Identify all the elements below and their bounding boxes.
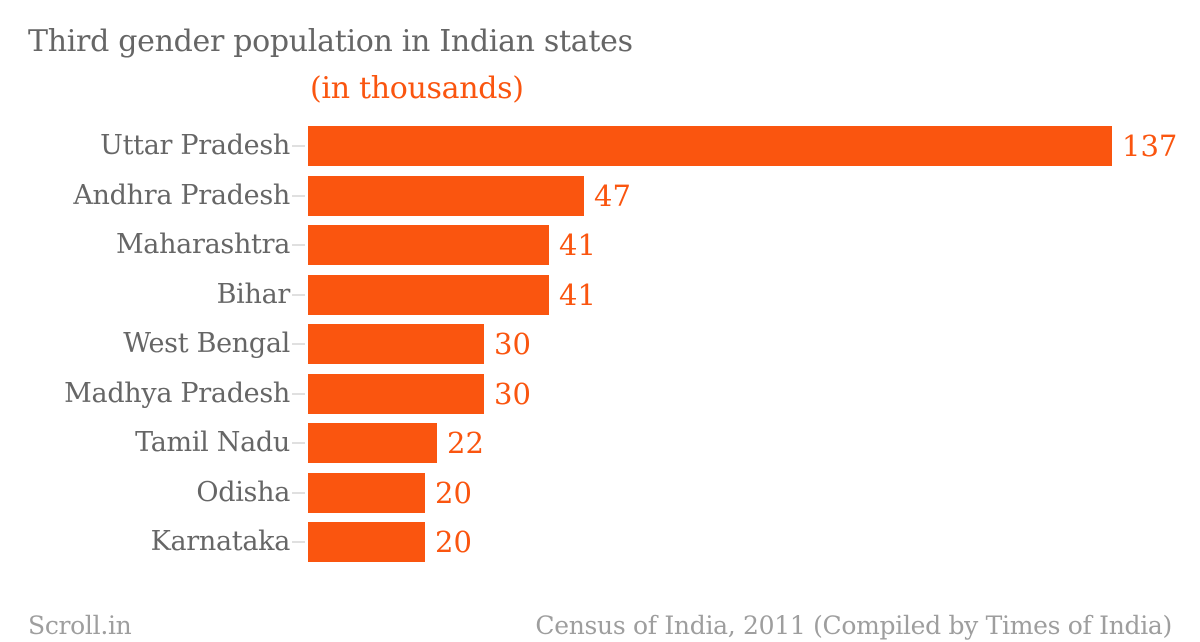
category-label: Tamil Nadu bbox=[135, 427, 290, 458]
axis-tick bbox=[292, 244, 305, 246]
value-label: 30 bbox=[494, 376, 531, 411]
value-label: 30 bbox=[494, 327, 531, 361]
axis-tick bbox=[292, 293, 305, 296]
bar-chart-plot-area: Uttar Pradesh 137 Andhra Pradesh 47 Maharash… bbox=[0, 126, 1200, 572]
axis-tick bbox=[292, 343, 305, 345]
bar-row: Tamil Nadu 22 bbox=[0, 423, 1200, 463]
value-label: 137 bbox=[1122, 129, 1178, 163]
value-label: 20 bbox=[435, 475, 472, 510]
bar-row: Andhra Pradesh 47 bbox=[0, 175, 1200, 216]
axis-tick bbox=[292, 392, 305, 395]
category-label: Andhra Pradesh bbox=[73, 179, 290, 211]
source-brand: Scroll.in bbox=[28, 611, 132, 640]
bar-row: West Bengal 30 bbox=[0, 324, 1200, 364]
bar bbox=[308, 522, 425, 562]
category-label: Uttar Pradesh bbox=[100, 130, 290, 161]
bar bbox=[308, 472, 425, 513]
value-label: 41 bbox=[559, 277, 596, 312]
category-label: Maharashtra bbox=[115, 229, 290, 260]
axis-tick bbox=[292, 491, 305, 494]
bar bbox=[308, 274, 549, 315]
chart-title: Third gender population in Indian states bbox=[28, 24, 633, 59]
bar-row: Maharashtra 41 bbox=[0, 225, 1200, 265]
value-label: 22 bbox=[447, 426, 484, 460]
bar-row: Madhya Pradesh 30 bbox=[0, 373, 1200, 414]
bar bbox=[308, 373, 484, 414]
category-label: Bihar bbox=[216, 278, 291, 310]
bar-row: Odisha 20 bbox=[0, 472, 1200, 513]
value-label: 20 bbox=[435, 525, 472, 559]
bar bbox=[308, 225, 549, 265]
axis-tick bbox=[292, 194, 305, 197]
bar bbox=[308, 126, 1112, 166]
chart-footer: Scroll.in Census of India, 2011 (Compile… bbox=[28, 611, 1172, 640]
category-label: Odisha bbox=[196, 476, 290, 508]
category-label: Karnataka bbox=[150, 526, 291, 557]
bar bbox=[308, 175, 584, 216]
chart-subtitle: (in thousands) bbox=[310, 71, 524, 106]
bar bbox=[308, 423, 437, 463]
axis-tick bbox=[292, 541, 305, 543]
category-label: West Bengal bbox=[123, 328, 290, 359]
bar-row: Karnataka 20 bbox=[0, 522, 1200, 562]
axis-tick bbox=[292, 442, 305, 444]
bar bbox=[308, 324, 484, 364]
axis-tick bbox=[292, 145, 305, 147]
value-label: 47 bbox=[594, 178, 631, 213]
bar-row: Uttar Pradesh 137 bbox=[0, 126, 1200, 166]
source-credit: Census of India, 2011 (Compiled by Times… bbox=[535, 611, 1172, 640]
value-label: 41 bbox=[559, 228, 596, 262]
category-label: Madhya Pradesh bbox=[64, 377, 290, 409]
bar-row: Bihar 41 bbox=[0, 274, 1200, 315]
